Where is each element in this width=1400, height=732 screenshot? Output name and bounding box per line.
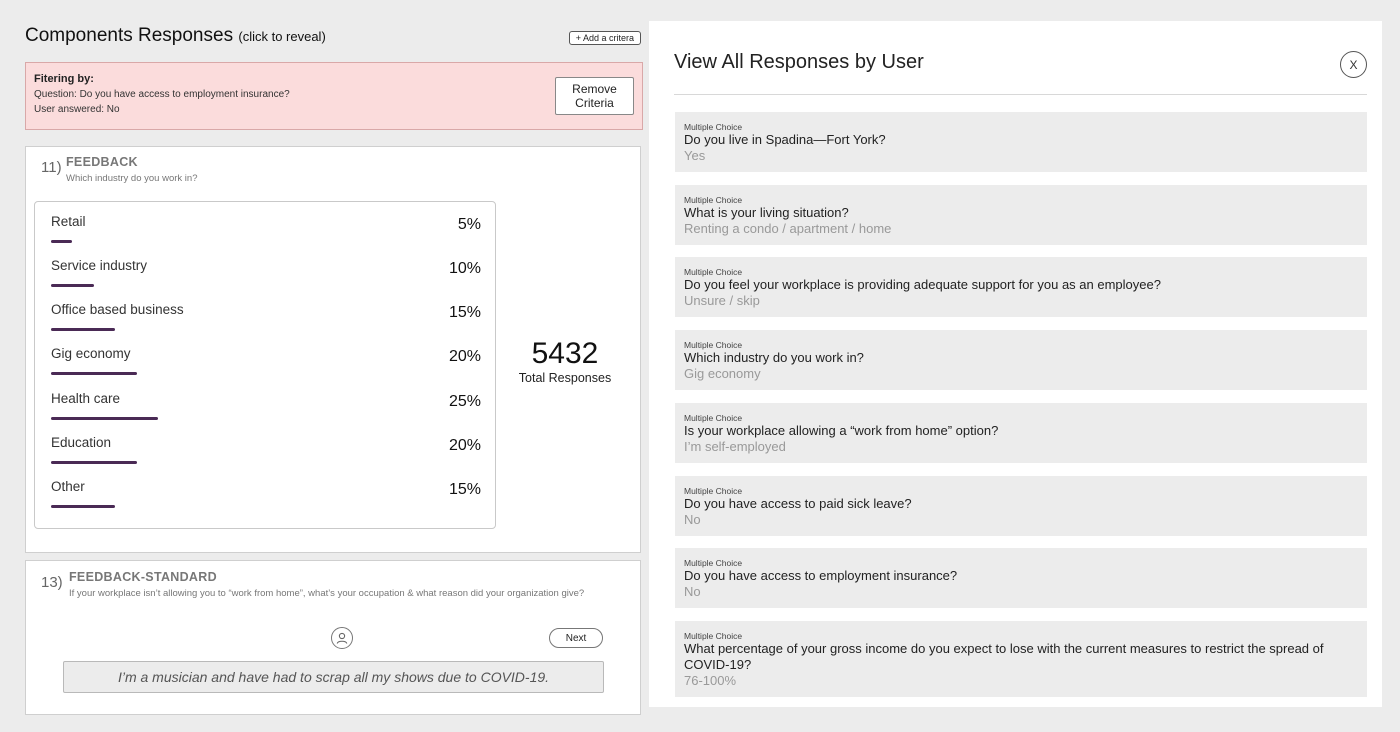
response-type: Multiple Choice — [684, 267, 743, 277]
components-header: Components Responses (click to reveal) +… — [25, 22, 641, 54]
response-answer: No — [684, 584, 701, 599]
response-question: Do you live in Spadina—Fort York? — [684, 132, 886, 147]
response-answer: No — [684, 512, 701, 527]
result-row: Health care 25% — [51, 391, 481, 435]
total-responses-number: 5432 — [531, 337, 599, 370]
result-percent: 20% — [448, 437, 481, 454]
responses-by-user-panel: View All Responses by User X Multiple Ch… — [649, 21, 1382, 707]
panel-title: View All Responses by User — [674, 51, 924, 73]
result-bar — [51, 284, 94, 287]
result-row: Education 20% — [51, 435, 481, 479]
result-label: Retail — [51, 214, 86, 229]
user-response-item: Multiple Choice What percentage of your … — [675, 621, 1367, 697]
response-question: Do you have access to paid sick leave? — [684, 496, 912, 511]
result-label: Education — [51, 435, 112, 450]
page-title-text: Components Responses — [25, 25, 234, 46]
result-label: Service industry — [51, 258, 148, 273]
panel-divider — [674, 94, 1367, 95]
filter-banner: Fitering by: Question: Do you have acces… — [25, 62, 643, 130]
question-number: 13) — [41, 574, 63, 591]
add-criteria-button[interactable]: + Add a critera — [568, 31, 641, 45]
page-title: Components Responses (click to reveal) — [25, 25, 326, 47]
components-responses-column: Components Responses (click to reveal) +… — [25, 22, 643, 715]
question-number: 11) — [41, 159, 62, 176]
result-label: Other — [51, 479, 85, 494]
open-response-text: I’m a musician and have had to scrap all… — [63, 661, 604, 693]
result-percent: 25% — [448, 393, 481, 410]
response-answer: Gig economy — [684, 366, 761, 381]
total-responses-label: Total Responses — [518, 371, 612, 385]
result-label: Gig economy — [51, 346, 131, 361]
response-type: Multiple Choice — [684, 486, 743, 496]
response-answer: Yes — [684, 148, 706, 163]
next-response-button[interactable]: Next — [549, 628, 603, 648]
result-bar — [51, 461, 137, 464]
response-type: Multiple Choice — [684, 195, 743, 205]
result-row: Gig economy 20% — [51, 346, 481, 390]
question-subtitle: If your workplace isn’t allowing you to … — [69, 588, 585, 599]
filter-heading: Fitering by: — [34, 73, 94, 85]
response-answer: 76-100% — [684, 673, 737, 688]
response-question: Do you feel your workplace is providing … — [684, 277, 1161, 292]
user-response-item: Multiple Choice Is your workplace allowi… — [675, 403, 1367, 463]
result-row: Office based business 15% — [51, 302, 481, 346]
response-type: Multiple Choice — [684, 558, 743, 568]
filter-answer: User answered: No — [34, 104, 120, 115]
response-answer: Renting a condo / apartment / home — [684, 221, 892, 236]
response-type: Multiple Choice — [684, 340, 743, 350]
question-subtitle: Which industry do you work in? — [66, 173, 198, 184]
result-bar — [51, 328, 116, 331]
filter-question: Question: Do you have access to employme… — [34, 89, 290, 100]
result-percent: 15% — [448, 481, 481, 498]
user-response-item: Multiple Choice Do you live in Spadina—F… — [675, 112, 1367, 172]
result-percent: 10% — [448, 260, 481, 277]
question-title: FEEDBACK — [66, 155, 138, 169]
close-panel-button[interactable]: X — [1340, 51, 1367, 78]
question-card-feedback-standard: 13) FEEDBACK-STANDARD If your workplace … — [25, 560, 641, 715]
user-response-item: Multiple Choice Do you have access to em… — [675, 548, 1367, 608]
result-row: Retail 5% — [51, 214, 481, 258]
results-list: Retail 5% Service industry 10% Office ba… — [34, 201, 496, 529]
user-response-item: Multiple Choice Do you have access to pa… — [675, 476, 1367, 536]
remove-criteria-button[interactable]: Remove Criteria — [555, 77, 634, 115]
user-response-item: Multiple Choice Which industry do you wo… — [675, 330, 1367, 390]
response-question: Do you have access to employment insuran… — [684, 568, 958, 583]
question-title: FEEDBACK-STANDARD — [69, 570, 217, 584]
user-response-item: Multiple Choice What is your living situ… — [675, 185, 1367, 245]
page-title-hint[interactable]: (click to reveal) — [238, 29, 326, 44]
result-bar — [51, 417, 158, 420]
response-answer: I’m self-employed — [684, 439, 786, 454]
result-percent: 20% — [448, 348, 481, 365]
response-type: Multiple Choice — [684, 122, 743, 132]
user-icon — [336, 632, 348, 644]
response-type: Multiple Choice — [684, 413, 743, 423]
response-question: What is your living situation? — [684, 205, 849, 220]
result-row: Other 15% — [51, 479, 481, 523]
result-label: Health care — [51, 391, 121, 406]
user-avatar-icon[interactable] — [331, 627, 353, 649]
result-bar — [51, 372, 137, 375]
response-type: Multiple Choice — [684, 631, 743, 641]
result-bar — [51, 505, 116, 508]
response-answer: Unsure / skip — [684, 293, 760, 308]
total-responses: 5432 Total Responses — [504, 337, 626, 385]
result-percent: 5% — [457, 216, 481, 233]
result-row: Service industry 10% — [51, 258, 481, 302]
response-question: Is your workplace allowing a “work from … — [684, 423, 999, 438]
response-question: What percentage of your gross income do … — [684, 641, 1324, 672]
response-question: Which industry do you work in? — [684, 350, 864, 365]
user-response-item: Multiple Choice Do you feel your workpla… — [675, 257, 1367, 317]
result-label: Office based business — [51, 302, 184, 317]
result-bar — [51, 240, 73, 243]
result-percent: 15% — [448, 304, 481, 321]
question-card-feedback: 11) FEEDBACK Which industry do you work … — [25, 146, 641, 553]
